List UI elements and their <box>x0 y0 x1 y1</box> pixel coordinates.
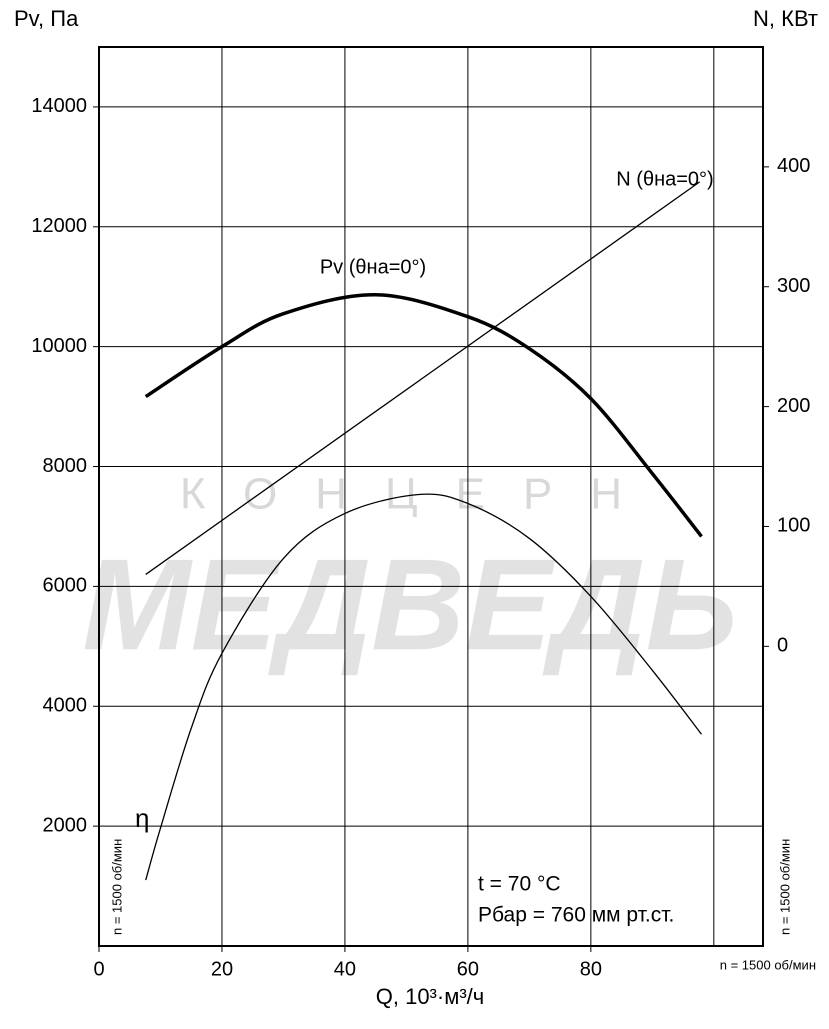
y-tick-label: 10000 <box>31 335 87 357</box>
series-label: N (θна=0°) <box>616 168 713 190</box>
series-line <box>144 292 703 538</box>
x-tick-label: 40 <box>334 958 356 980</box>
plot-frame <box>98 46 764 947</box>
x-tick-label: 0 <box>93 958 104 980</box>
x-tick-label: 20 <box>211 958 233 980</box>
y2-tick-label: 300 <box>777 275 810 297</box>
x-tick-label: 80 <box>580 958 602 980</box>
series-line <box>145 493 703 881</box>
y-tick-label: 4000 <box>43 695 88 717</box>
x-axis-title: Q, 10³·м³/ч <box>376 984 485 1009</box>
y-tick-label: 8000 <box>43 455 88 477</box>
annotation: n = 1500 об/мин <box>720 957 816 972</box>
y-tick-label: 14000 <box>31 95 87 117</box>
annotation: n = 1500 об/мин <box>777 839 792 935</box>
series-line <box>145 181 701 575</box>
watermark: КОНЦЕРН <box>180 470 660 519</box>
y2-tick-label: 100 <box>777 515 810 537</box>
y-tick-label: 6000 <box>43 575 88 597</box>
y2-axis-title: N, КВт <box>753 6 818 31</box>
watermark: МЕДВЕДЬ <box>82 531 737 677</box>
y2-tick-label: 200 <box>777 395 810 417</box>
annotation: Pбар = 760 мм рт.ст. <box>478 904 674 927</box>
y-axis-title: Pv, Па <box>14 6 79 31</box>
y-tick-label: 2000 <box>43 814 88 836</box>
y2-tick-label: 0 <box>777 635 788 657</box>
annotation: n = 1500 об/мин <box>109 839 124 935</box>
series-label: Pv (θна=0°) <box>320 256 426 278</box>
y-tick-label: 12000 <box>31 215 87 237</box>
x-tick-label: 60 <box>457 958 479 980</box>
annotation: t = 70 °C <box>478 873 561 896</box>
series-label: η <box>135 803 149 833</box>
y2-tick-label: 400 <box>777 155 810 177</box>
